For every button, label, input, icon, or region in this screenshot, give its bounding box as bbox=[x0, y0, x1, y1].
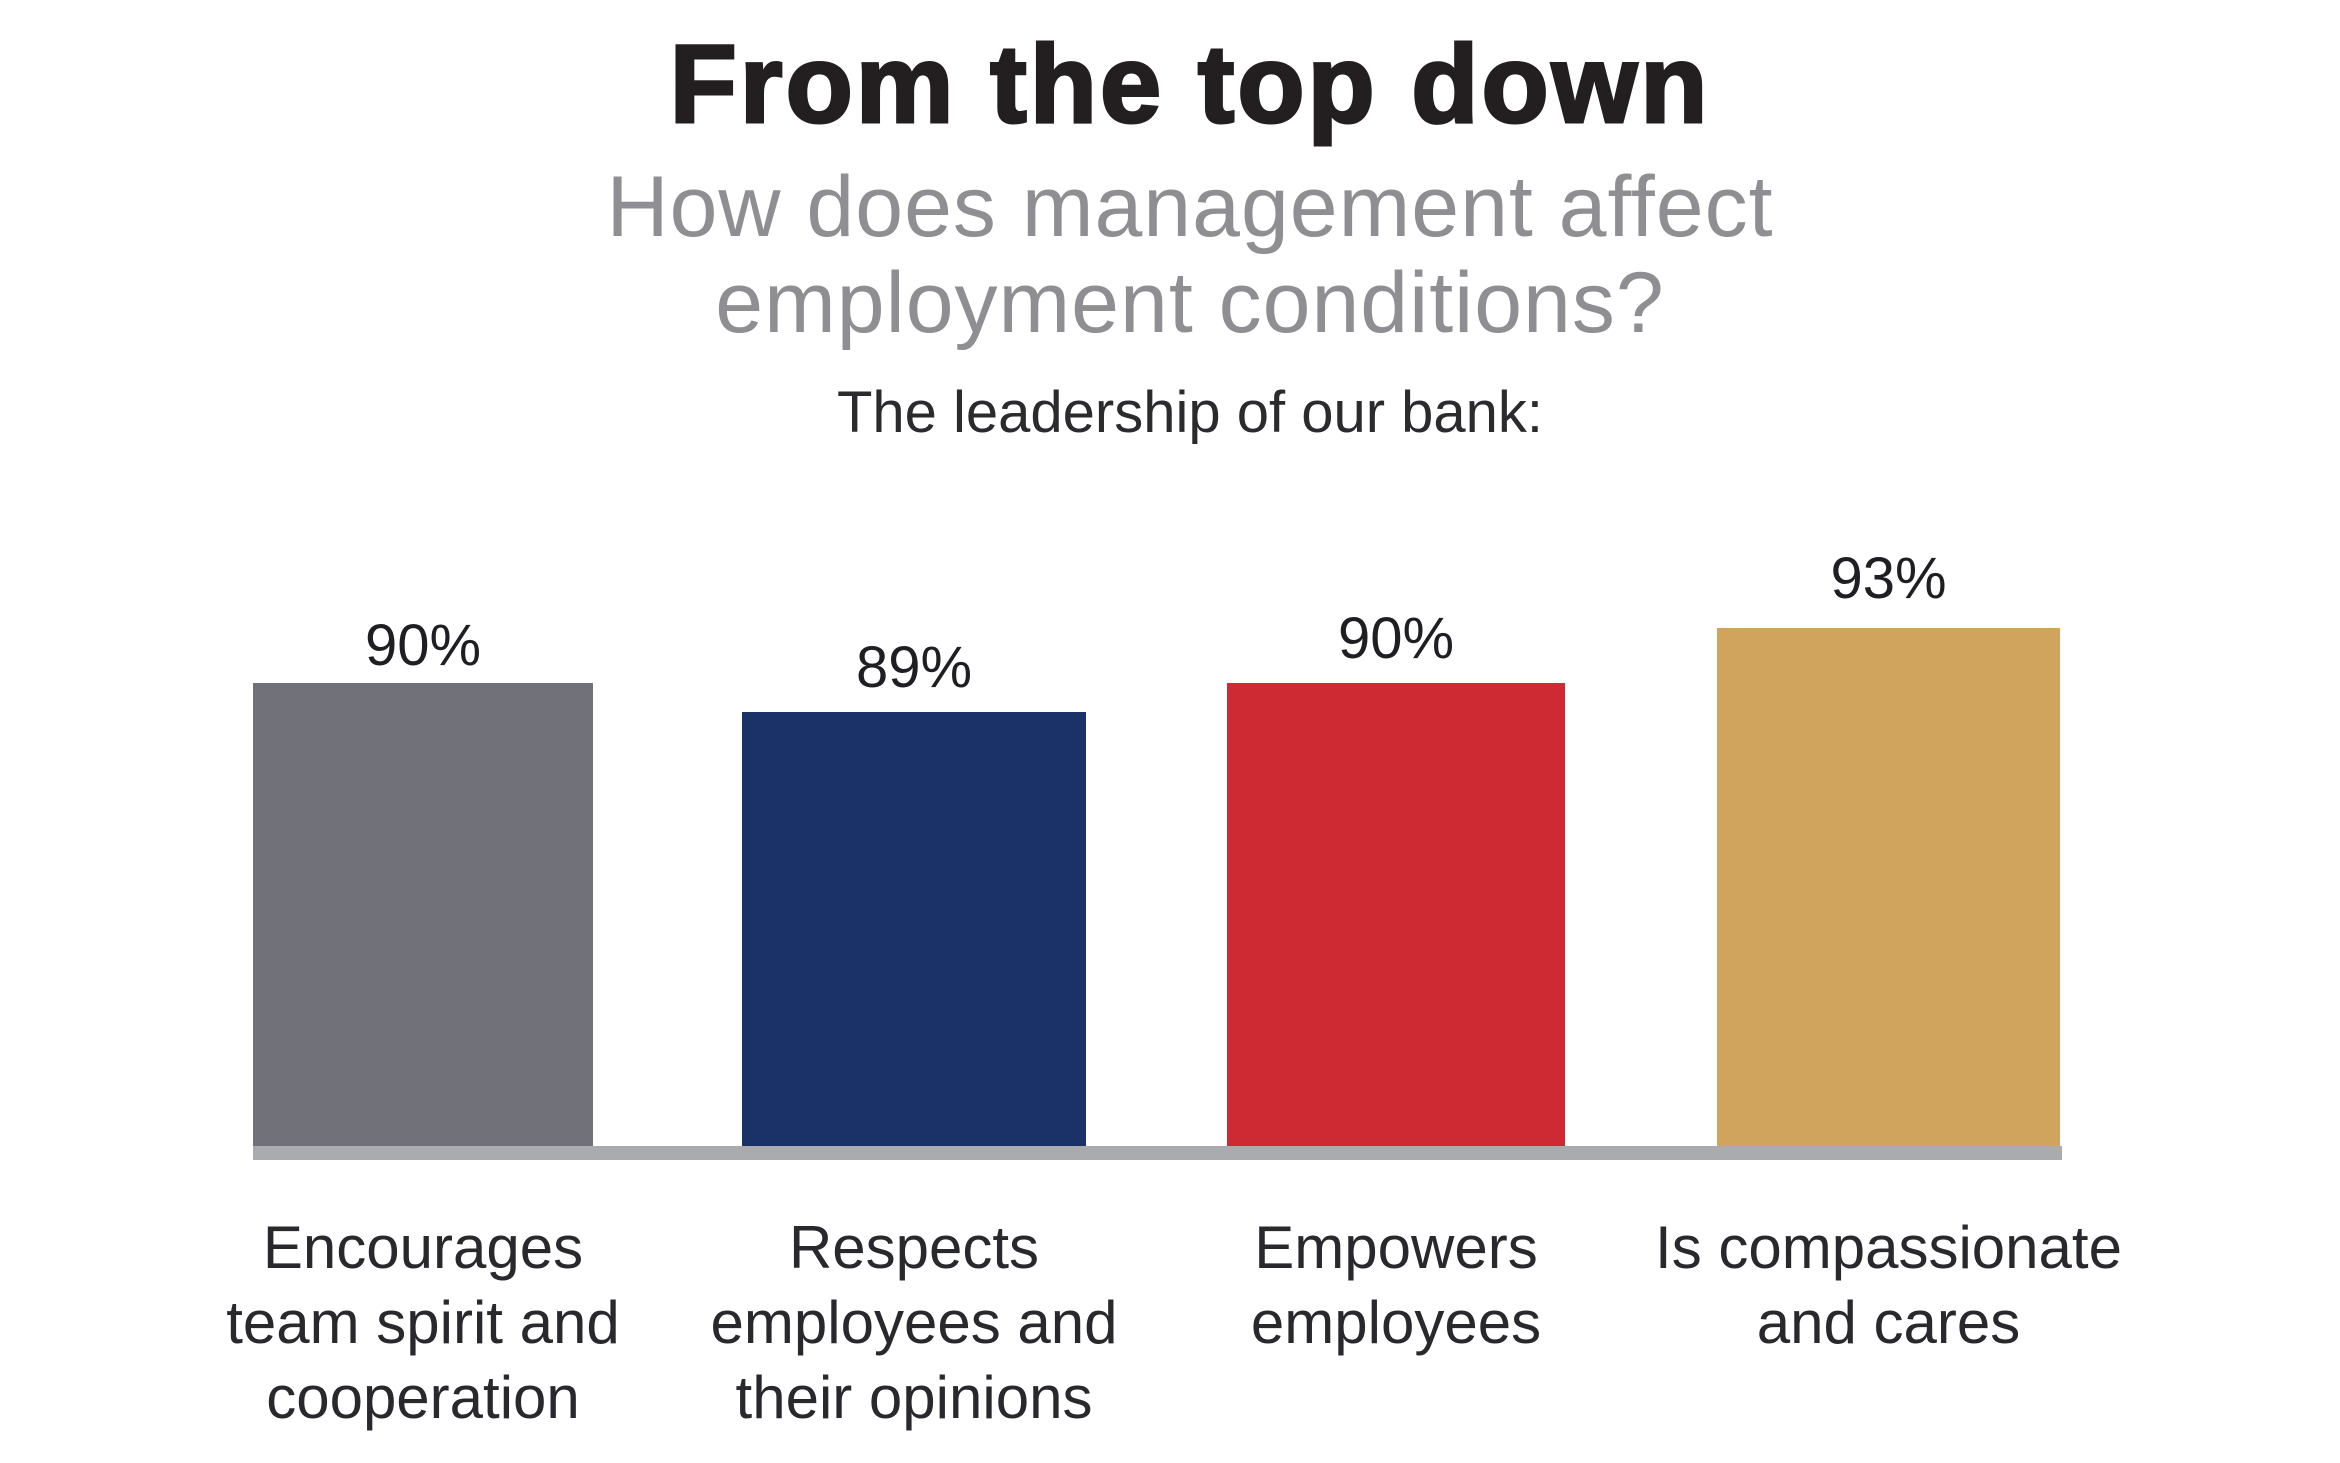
bar-encourages bbox=[253, 683, 593, 1146]
bar-value-label: 90% bbox=[364, 613, 482, 678]
chart-context-label: The leadership of our bank: bbox=[836, 380, 1544, 445]
chart-title: From the top down bbox=[668, 23, 1711, 146]
bar-empowers bbox=[1227, 683, 1565, 1146]
bar-category-label: Encourages team spirit and cooperation bbox=[153, 1210, 693, 1435]
category-line: Empowers bbox=[1254, 1214, 1538, 1281]
category-line: Respects bbox=[788, 1214, 1040, 1281]
chart-subtitle-line2: employment conditions? bbox=[715, 255, 1665, 351]
category-line: Is compassionate bbox=[1655, 1214, 2122, 1281]
bar-compassionate bbox=[1717, 628, 2060, 1146]
bar-value-label: 90% bbox=[1337, 606, 1455, 671]
category-line: employees and bbox=[710, 1289, 1118, 1356]
category-line: and cares bbox=[1756, 1289, 2021, 1356]
chart-subtitle-line1: How does management affect bbox=[606, 159, 1774, 255]
category-line: cooperation bbox=[266, 1364, 580, 1431]
bar-category-label: Is compassionate and cares bbox=[1619, 1210, 2159, 1360]
category-line: employees bbox=[1250, 1289, 1542, 1356]
chart-subtitle: How does management affect employment co… bbox=[20, 159, 2340, 351]
bar-value-label: 93% bbox=[1830, 546, 1947, 611]
bar-category-label: Empowers employees bbox=[1126, 1210, 1666, 1360]
category-line: Encourages bbox=[262, 1214, 584, 1281]
bar-respects bbox=[742, 712, 1086, 1146]
category-line: team spirit and bbox=[226, 1289, 620, 1356]
bar-value-label: 89% bbox=[855, 635, 973, 700]
category-line: their opinions bbox=[735, 1364, 1093, 1431]
bar-category-label: Respects employees and their opinions bbox=[644, 1210, 1184, 1435]
x-axis-baseline bbox=[253, 1146, 2062, 1160]
